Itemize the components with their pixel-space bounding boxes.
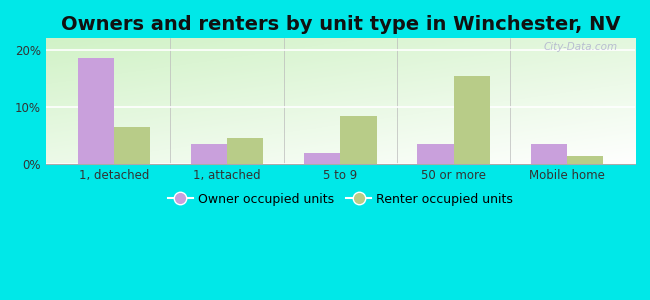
Bar <box>114 127 150 164</box>
Bar <box>567 156 603 164</box>
Bar <box>227 139 263 164</box>
Bar <box>304 153 341 164</box>
Text: City-Data.com: City-Data.com <box>543 42 618 52</box>
Bar <box>531 144 567 164</box>
Bar <box>191 144 227 164</box>
Bar <box>454 76 490 164</box>
Bar <box>77 58 114 164</box>
Bar <box>417 144 454 164</box>
Bar <box>341 116 377 164</box>
Title: Owners and renters by unit type in Winchester, NV: Owners and renters by unit type in Winch… <box>60 15 620 34</box>
Legend: Owner occupied units, Renter occupied units: Owner occupied units, Renter occupied un… <box>162 188 518 211</box>
